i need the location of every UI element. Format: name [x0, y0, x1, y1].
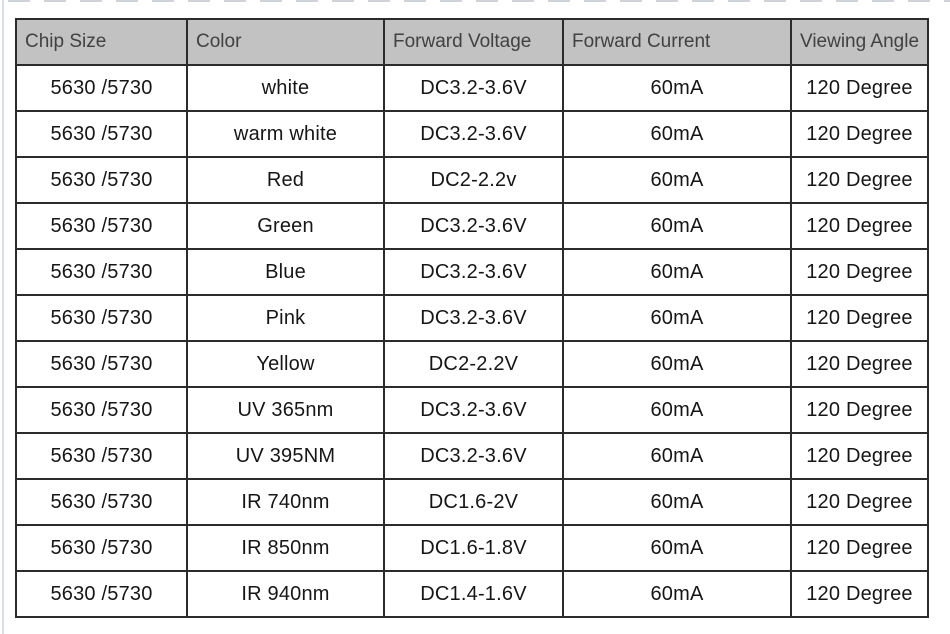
- cell-forward-current: 60mA: [562, 432, 792, 480]
- led-spec-table: Chip Size Color Forward Voltage Forward Cur…: [15, 18, 929, 618]
- cell-chip-size: 5630 /5730: [15, 64, 188, 112]
- cell-chip-size: 5630 /5730: [15, 202, 188, 250]
- cell-viewing-angle: 120 Degree: [790, 478, 929, 526]
- cell-forward-current: 60mA: [562, 294, 792, 342]
- cell-forward-voltage: DC3.2-3.6V: [383, 432, 564, 480]
- cell-color: Pink: [186, 294, 385, 342]
- cell-forward-current: 60mA: [562, 524, 792, 572]
- cell-forward-current: 60mA: [562, 570, 792, 618]
- cell-forward-voltage: DC3.2-3.6V: [383, 248, 564, 296]
- table-row: 5630 /5730 warm white DC3.2-3.6V 60mA 120 De…: [15, 110, 929, 158]
- cell-forward-current: 60mA: [562, 248, 792, 296]
- cell-viewing-angle: 120 Degree: [790, 570, 929, 618]
- header-row: Chip Size Color Forward Voltage Forward Cur…: [15, 18, 929, 66]
- cell-forward-voltage: DC1.6-1.8V: [383, 524, 564, 572]
- cell-chip-size: 5630 /5730: [15, 110, 188, 158]
- cell-forward-current: 60mA: [562, 478, 792, 526]
- cell-forward-voltage: DC2-2.2v: [383, 156, 564, 204]
- table-row: 5630 /5730 IR 850nm DC1.6-1.8V 60mA 120 Degr…: [15, 524, 929, 572]
- cell-forward-voltage: DC3.2-3.6V: [383, 202, 564, 250]
- column-header-forward-current: Forward Current: [562, 18, 792, 66]
- cell-forward-current: 60mA: [562, 110, 792, 158]
- table-row: 5630 /5730 Pink DC3.2-3.6V 60mA 120 Degree: [15, 294, 929, 342]
- cell-forward-voltage: DC2-2.2V: [383, 340, 564, 388]
- cell-viewing-angle: 120 Degree: [790, 156, 929, 204]
- cell-color: IR 740nm: [186, 478, 385, 526]
- table-row: 5630 /5730 Yellow DC2-2.2V 60mA 120 Degree: [15, 340, 929, 388]
- table-row: 5630 /5730 Red DC2-2.2v 60mA 120 Degree: [15, 156, 929, 204]
- cell-chip-size: 5630 /5730: [15, 156, 188, 204]
- table-row: 5630 /5730 IR 740nm DC1.6-2V 60mA 120 Degree: [15, 478, 929, 526]
- cell-forward-current: 60mA: [562, 340, 792, 388]
- cell-chip-size: 5630 /5730: [15, 524, 188, 572]
- table-row: 5630 /5730 Blue DC3.2-3.6V 60mA 120 Degree: [15, 248, 929, 296]
- cell-chip-size: 5630 /5730: [15, 294, 188, 342]
- cell-color: UV 365nm: [186, 386, 385, 434]
- cell-color: Red: [186, 156, 385, 204]
- cell-forward-voltage: DC1.6-2V: [383, 478, 564, 526]
- cell-color: UV 395NM: [186, 432, 385, 480]
- cell-chip-size: 5630 /5730: [15, 478, 188, 526]
- cell-chip-size: 5630 /5730: [15, 248, 188, 296]
- cell-viewing-angle: 120 Degree: [790, 248, 929, 296]
- cell-viewing-angle: 120 Degree: [790, 432, 929, 480]
- table-row: 5630 /5730 Green DC3.2-3.6V 60mA 120 Degree: [15, 202, 929, 250]
- cell-forward-current: 60mA: [562, 156, 792, 204]
- table-row: 5630 /5730 IR 940nm DC1.4-1.6V 60mA 120 Degr…: [15, 570, 929, 618]
- cell-viewing-angle: 120 Degree: [790, 340, 929, 388]
- cell-forward-current: 60mA: [562, 202, 792, 250]
- cell-color: Green: [186, 202, 385, 250]
- cell-chip-size: 5630 /5730: [15, 340, 188, 388]
- cell-forward-current: 60mA: [562, 386, 792, 434]
- cell-color: IR 850nm: [186, 524, 385, 572]
- column-header-color: Color: [186, 18, 385, 66]
- column-header-chip-size: Chip Size: [15, 18, 188, 66]
- cell-forward-voltage: DC1.4-1.6V: [383, 570, 564, 618]
- table-row: 5630 /5730 UV 395NM DC3.2-3.6V 60mA 120 Degr…: [15, 432, 929, 480]
- cell-color: IR 940nm: [186, 570, 385, 618]
- cell-color: warm white: [186, 110, 385, 158]
- cell-forward-current: 60mA: [562, 64, 792, 112]
- cell-viewing-angle: 120 Degree: [790, 524, 929, 572]
- left-edge-line: [2, 0, 4, 634]
- cell-color: Blue: [186, 248, 385, 296]
- cell-forward-voltage: DC3.2-3.6V: [383, 64, 564, 112]
- cell-viewing-angle: 120 Degree: [790, 202, 929, 250]
- cell-color: Yellow: [186, 340, 385, 388]
- table-row: 5630 /5730 white DC3.2-3.6V 60mA 120 Degree: [15, 64, 929, 112]
- cell-chip-size: 5630 /5730: [15, 386, 188, 434]
- cell-viewing-angle: 120 Degree: [790, 386, 929, 434]
- table-row: 5630 /5730 UV 365nm DC3.2-3.6V 60mA 120 Degr…: [15, 386, 929, 434]
- column-header-forward-voltage: Forward Voltage: [383, 18, 564, 66]
- cell-color: white: [186, 64, 385, 112]
- cell-chip-size: 5630 /5730: [15, 570, 188, 618]
- cell-chip-size: 5630 /5730: [15, 432, 188, 480]
- cell-viewing-angle: 120 Degree: [790, 64, 929, 112]
- top-dashed-border: [8, 0, 950, 2]
- cell-forward-voltage: DC3.2-3.6V: [383, 386, 564, 434]
- cell-viewing-angle: 120 Degree: [790, 110, 929, 158]
- cell-forward-voltage: DC3.2-3.6V: [383, 294, 564, 342]
- cell-forward-voltage: DC3.2-3.6V: [383, 110, 564, 158]
- cell-viewing-angle: 120 Degree: [790, 294, 929, 342]
- column-header-viewing-angle: Viewing Angle: [790, 18, 929, 66]
